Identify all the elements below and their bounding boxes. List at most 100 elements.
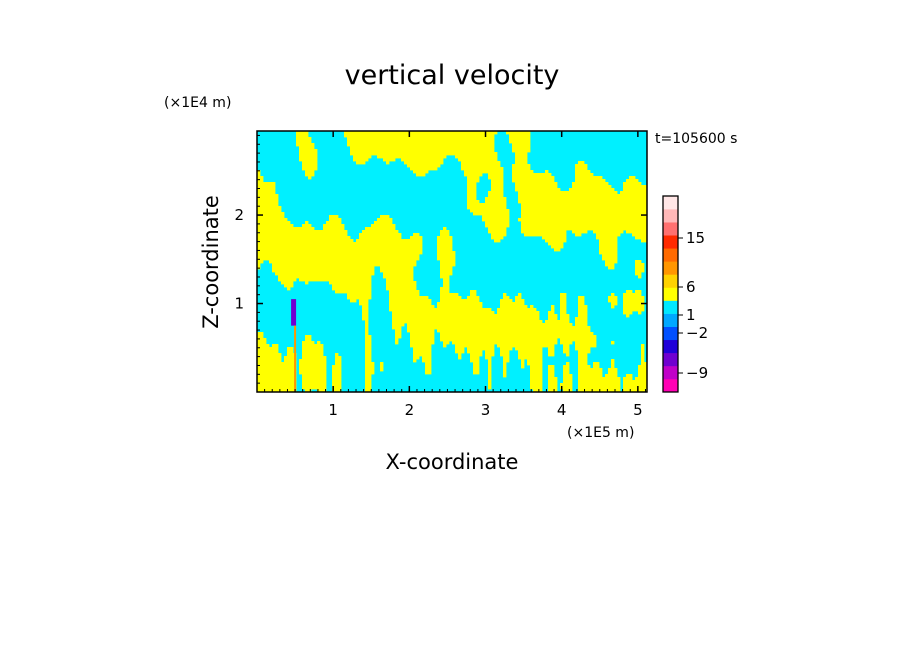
positive-region bbox=[548, 374, 555, 378]
positive-region bbox=[257, 377, 297, 381]
positive-region bbox=[503, 374, 507, 378]
positive-region bbox=[551, 305, 555, 309]
positive-region bbox=[467, 347, 495, 351]
positive-region bbox=[410, 332, 435, 336]
positive-region bbox=[578, 380, 621, 384]
chart-title: vertical velocity bbox=[345, 60, 560, 91]
positive-region bbox=[500, 305, 528, 309]
colorbar-level bbox=[663, 339, 678, 354]
positive-region bbox=[548, 377, 558, 381]
positive-region bbox=[437, 329, 591, 333]
positive-region bbox=[257, 215, 285, 219]
positive-region bbox=[530, 371, 543, 375]
positive-region bbox=[599, 248, 618, 252]
positive-region bbox=[350, 146, 495, 150]
positive-region bbox=[410, 167, 438, 171]
positive-region bbox=[257, 365, 297, 369]
positive-region bbox=[518, 197, 648, 201]
positive-region bbox=[332, 383, 342, 387]
positive-region bbox=[560, 299, 567, 303]
positive-region bbox=[392, 311, 495, 315]
positive-region bbox=[518, 194, 648, 198]
positive-region bbox=[530, 377, 543, 381]
positive-region bbox=[440, 272, 453, 276]
positive-region bbox=[512, 149, 531, 153]
positive-region bbox=[296, 137, 312, 141]
positive-region bbox=[488, 383, 492, 387]
positive-region bbox=[365, 386, 372, 390]
positive-region bbox=[560, 311, 567, 315]
positive-region bbox=[302, 374, 327, 378]
positive-region bbox=[527, 362, 543, 366]
positive-region bbox=[437, 257, 456, 261]
positive-region bbox=[578, 389, 621, 393]
positive-region bbox=[410, 344, 432, 348]
positive-region bbox=[458, 356, 462, 360]
positive-region bbox=[473, 368, 480, 372]
positive-region bbox=[257, 188, 276, 192]
positive-region bbox=[287, 353, 297, 357]
positive-region bbox=[407, 329, 435, 333]
positive-region bbox=[437, 239, 453, 243]
positive-region bbox=[488, 368, 492, 372]
positive-region bbox=[302, 347, 324, 351]
positive-region bbox=[521, 224, 648, 228]
positive-region bbox=[578, 299, 585, 303]
positive-region bbox=[596, 233, 621, 237]
positive-region bbox=[365, 365, 375, 369]
positive-region bbox=[623, 299, 645, 303]
positive-region bbox=[518, 350, 543, 354]
positive-region bbox=[257, 242, 423, 246]
positive-region bbox=[623, 386, 648, 390]
positive-region bbox=[503, 296, 510, 300]
positive-region bbox=[467, 200, 480, 204]
positive-region bbox=[515, 155, 528, 159]
positive-region bbox=[422, 356, 432, 360]
positive-region bbox=[527, 359, 543, 363]
positive-region bbox=[623, 383, 648, 387]
positive-region bbox=[548, 386, 558, 390]
positive-region bbox=[560, 383, 573, 387]
positive-region bbox=[257, 227, 315, 231]
positive-region bbox=[575, 344, 597, 348]
positive-region bbox=[611, 365, 615, 369]
colorbar-level bbox=[663, 326, 678, 341]
positive-region bbox=[404, 161, 444, 165]
positive-region bbox=[299, 371, 327, 375]
positive-region bbox=[467, 179, 480, 183]
positive-region bbox=[515, 158, 528, 162]
positive-region bbox=[299, 158, 318, 162]
positive-region bbox=[578, 311, 588, 315]
colorbar-level bbox=[663, 235, 678, 249]
positive-region bbox=[623, 380, 648, 384]
positive-region bbox=[575, 176, 603, 180]
positive-region bbox=[560, 338, 597, 342]
positive-region bbox=[623, 311, 633, 315]
positive-region bbox=[623, 293, 642, 297]
positive-region bbox=[269, 260, 417, 264]
positive-region bbox=[281, 281, 294, 285]
positive-region bbox=[575, 173, 594, 177]
positive-region bbox=[299, 362, 327, 366]
colorbar-level bbox=[663, 209, 678, 223]
positive-region bbox=[503, 371, 507, 375]
positive-region bbox=[353, 155, 372, 159]
positive-region bbox=[365, 371, 375, 375]
positive-region bbox=[638, 365, 648, 369]
positive-region bbox=[305, 335, 312, 339]
positive-region bbox=[302, 380, 327, 384]
positive-region bbox=[317, 341, 321, 345]
positive-region bbox=[332, 380, 342, 384]
positive-region bbox=[569, 188, 615, 192]
positive-region bbox=[641, 359, 645, 363]
positive-region bbox=[500, 353, 510, 357]
colorbar-tick-labels: 15 6 1−2 −9 bbox=[678, 229, 708, 382]
positive-region bbox=[473, 365, 480, 369]
positive-region bbox=[440, 230, 450, 234]
positive-region bbox=[575, 233, 582, 237]
positive-region bbox=[257, 371, 297, 375]
positive-region bbox=[332, 377, 342, 381]
positive-region bbox=[455, 347, 465, 351]
positive-region bbox=[440, 290, 450, 294]
positive-region bbox=[578, 383, 621, 387]
